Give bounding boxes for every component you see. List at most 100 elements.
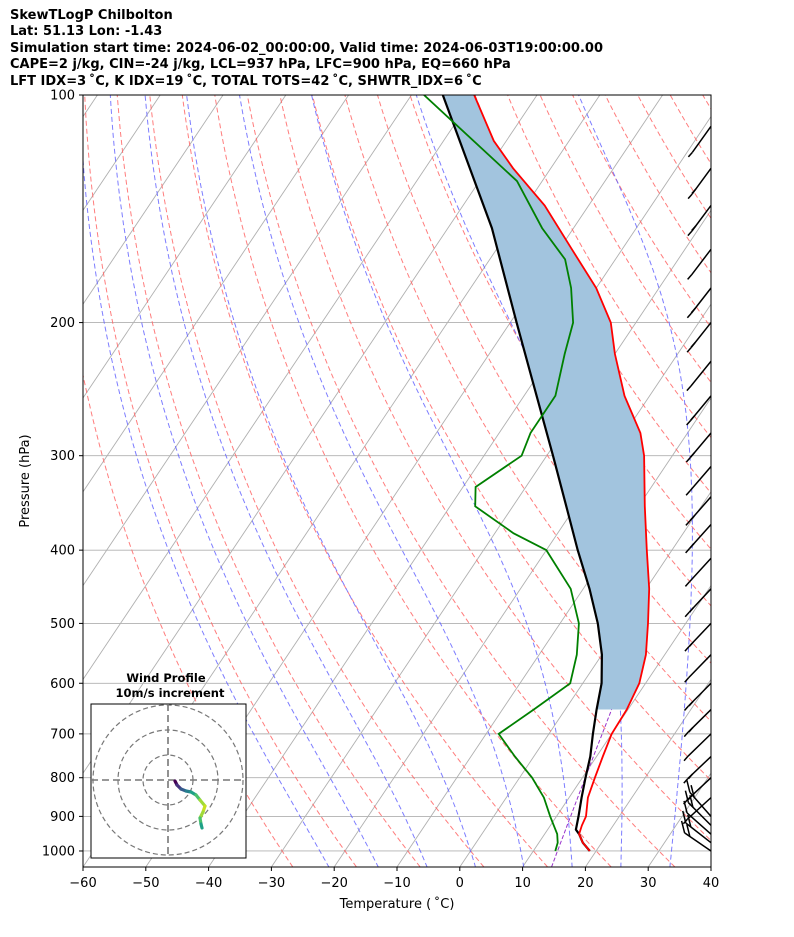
barb-flag xyxy=(685,490,691,496)
moist-adiabat xyxy=(144,95,428,867)
barb-staff xyxy=(684,832,712,852)
wind-barb xyxy=(683,733,712,762)
barb-flag xyxy=(688,727,694,733)
barb-staff xyxy=(688,557,712,583)
y-tick-label: 900 xyxy=(50,810,75,825)
moist-adiabat xyxy=(186,95,477,867)
barb-staff xyxy=(686,797,712,820)
wind-barb xyxy=(684,588,712,618)
barb-flag xyxy=(690,784,695,798)
y-tick-label: 400 xyxy=(50,544,75,559)
isotherm xyxy=(83,95,287,399)
wind-barb xyxy=(685,465,712,496)
isotherm xyxy=(83,95,412,587)
barb-flag xyxy=(683,731,689,738)
barb-staff xyxy=(691,248,712,276)
barb-flag xyxy=(686,312,692,319)
wind-barb xyxy=(684,654,712,683)
y-axis-ticks: 100 200 300 400 500 600 700 800 900 1000 xyxy=(42,89,83,859)
wind-barb xyxy=(684,790,712,826)
x-tick-label: 20 xyxy=(577,876,594,891)
wind-barb xyxy=(687,125,712,158)
simulation-times: Simulation start time: 2024-06-02_00:00:… xyxy=(10,40,603,56)
wind-barb xyxy=(687,167,712,200)
hodograph-segment xyxy=(199,822,204,830)
dry-adiabat xyxy=(637,95,711,220)
moist-adiabat xyxy=(311,95,573,867)
wind-barb xyxy=(687,248,712,280)
barb-flag xyxy=(686,780,691,793)
isotherm xyxy=(396,397,711,867)
barb-flag xyxy=(687,230,693,237)
barb-flag xyxy=(690,342,696,348)
dry-adiabat xyxy=(768,95,794,867)
wind-barb xyxy=(684,557,712,587)
barb-flag xyxy=(687,773,694,780)
x-tick-label: 40 xyxy=(703,876,720,891)
wind-barb xyxy=(686,322,712,353)
barb-flag xyxy=(688,607,695,613)
barb-flag xyxy=(684,790,690,803)
x-tick-label: −40 xyxy=(195,876,222,891)
hodograph xyxy=(91,704,246,858)
dry-adiabat xyxy=(604,95,711,274)
barb-flag xyxy=(689,543,695,549)
x-tick-label: −60 xyxy=(69,876,96,891)
x-tick-label: −50 xyxy=(132,876,159,891)
barb-staff xyxy=(686,812,712,835)
isotherm xyxy=(208,115,711,867)
isotherm xyxy=(585,678,711,867)
dry-adiabat xyxy=(279,95,711,842)
isotherm xyxy=(522,584,711,867)
x-tick-label: −30 xyxy=(258,876,285,891)
y-tick-label: 800 xyxy=(50,771,75,786)
barb-flag xyxy=(686,420,692,426)
wind-barb xyxy=(683,682,712,712)
barb-flag xyxy=(684,581,690,587)
wind-barb xyxy=(686,395,712,426)
isotherm xyxy=(83,95,224,305)
wind-barb xyxy=(683,800,712,835)
y-tick-label: 100 xyxy=(50,89,75,104)
barb-flag xyxy=(691,188,697,194)
x-tick-label: 10 xyxy=(514,876,531,891)
barb-flag xyxy=(683,800,688,814)
wind-barb xyxy=(682,810,712,844)
dry-adiabat xyxy=(214,95,612,867)
x-tick-label: −10 xyxy=(383,876,410,891)
y-tick-label: 300 xyxy=(50,449,75,464)
barb-flag xyxy=(685,520,691,526)
wind-barb xyxy=(685,524,712,554)
barb-flag xyxy=(685,547,691,554)
mixing-ratio-line xyxy=(718,678,779,867)
dry-adiabat xyxy=(572,95,711,329)
wind-barb xyxy=(686,360,712,392)
dry-adiabat xyxy=(735,95,794,867)
wind-barb xyxy=(685,432,712,463)
temperature-profile xyxy=(473,95,651,852)
x-axis-ticks: −60 −50 −40 −30 −20 −10 0 10 20 30 40 xyxy=(69,867,719,891)
isotherm xyxy=(459,490,711,867)
barb-flag xyxy=(687,814,692,828)
y-tick-label: 200 xyxy=(50,316,75,331)
dewpoint-profile xyxy=(423,95,580,852)
moist-adiabat xyxy=(83,153,330,867)
y-tick-label: 700 xyxy=(50,727,75,742)
stability-indices: LFT IDX=3 ˚C, K IDX=19 ˚C, TOTAL TOTS=42… xyxy=(10,73,482,89)
dry-adiabat xyxy=(377,95,711,664)
y-axis-label: Pressure (hPa) xyxy=(18,434,33,527)
x-axis-label: Temperature ( ˚C) xyxy=(339,896,455,912)
y-tick-label: 1000 xyxy=(42,844,75,859)
wind-barb xyxy=(680,820,712,852)
dry-adiabat xyxy=(116,95,421,867)
barb-flag xyxy=(687,151,693,158)
moist-adiabat xyxy=(239,95,525,867)
barb-flag xyxy=(687,193,693,200)
wind-barb xyxy=(684,622,712,652)
isotherm xyxy=(83,95,350,493)
dry-adiabat xyxy=(84,95,357,867)
wind-barb xyxy=(686,287,712,319)
mixing-ratio-line xyxy=(551,677,625,867)
stability-parameters: CAPE=2 j/kg, CIN=-24 j/kg, LCL=937 hPa, … xyxy=(10,57,511,73)
